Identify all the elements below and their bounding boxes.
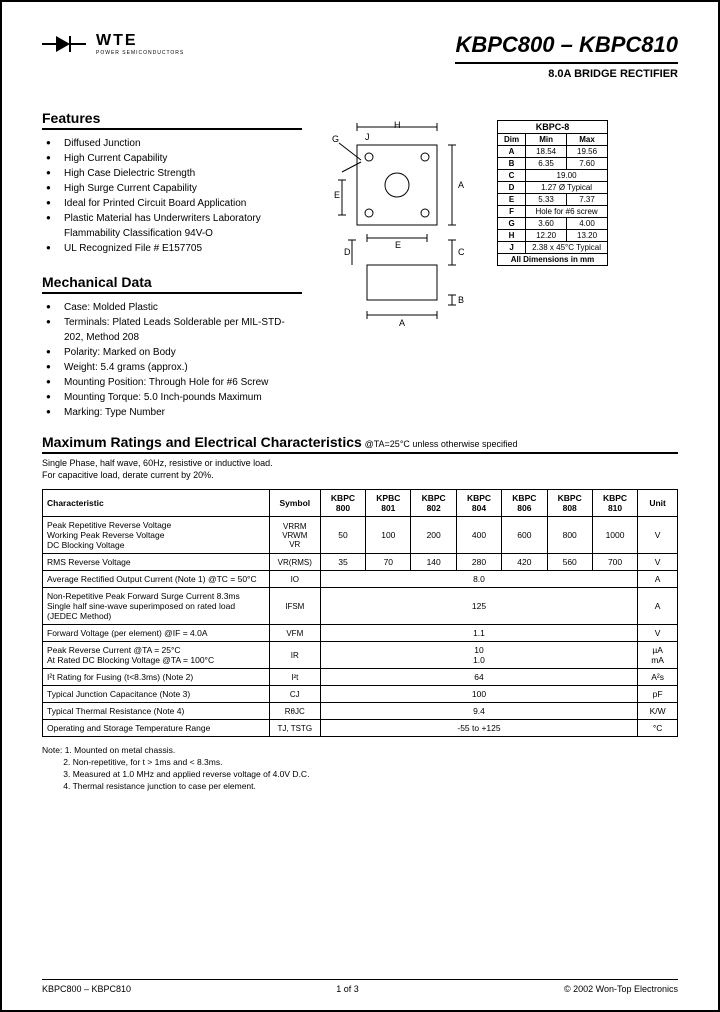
char-row: I²t Rating for Fusing (t<8.3ms) (Note 2)… [43, 669, 678, 686]
mechdata-list: Case: Molded PlasticTerminals: Plated Le… [42, 300, 302, 420]
logo-brand: WTE [96, 32, 184, 50]
dim-row: B6.357.60 [498, 158, 608, 170]
char-row: RMS Reverse VoltageVR(RMS)35701402804205… [43, 554, 678, 571]
feature-item: High Current Capability [46, 151, 302, 166]
mechdata-item: Polarity: Marked on Body [46, 345, 302, 360]
char-header-cell: KBPC808 [547, 490, 592, 517]
maxratings-sub2: For capacitive load, derate current by 2… [42, 470, 678, 482]
note-item: 4. Thermal resistance junction to case p… [63, 781, 256, 791]
char-row: Typical Junction Capacitance (Note 3)CJ1… [43, 686, 678, 703]
feature-item: Ideal for Printed Circuit Board Applicat… [46, 196, 302, 211]
mechdata-item: Weight: 5.4 grams (approx.) [46, 360, 302, 375]
dim-header-cell: Max [567, 134, 608, 146]
mechdata-item: Case: Molded Plastic [46, 300, 302, 315]
svg-text:C: C [458, 247, 465, 257]
note-item: 1. Mounted on metal chassis. [65, 745, 176, 755]
datasheet-page: WTE POWER SEMICONDUCTORS KBPC800 – KBPC8… [0, 0, 720, 1012]
char-header-cell: Unit [638, 490, 678, 517]
right-column: H A E E G J D C B A KBPC-8 DimMinMax A18… [322, 100, 678, 420]
char-header-cell: KBPC810 [592, 490, 637, 517]
dimtable-title: KBPC-8 [498, 121, 608, 134]
note-item: 2. Non-repetitive, for t > 1ms and < 8.3… [63, 757, 222, 767]
header: WTE POWER SEMICONDUCTORS KBPC800 – KBPC8… [42, 32, 678, 80]
logo-subtitle: POWER SEMICONDUCTORS [96, 50, 184, 56]
char-header-cell: KPBC801 [366, 490, 411, 517]
char-row: Forward Voltage (per element) @IF = 4.0A… [43, 625, 678, 642]
svg-text:H: H [394, 120, 401, 130]
logo: WTE POWER SEMICONDUCTORS [42, 32, 184, 56]
notes: Note: 1. Mounted on metal chassis. 2. No… [42, 745, 678, 793]
mechdata-item: Mounting Position: Through Hole for #6 S… [46, 375, 302, 390]
svg-text:D: D [344, 247, 351, 257]
notes-label: Note: [42, 745, 62, 755]
feature-item: UL Recognized File # E157705 [46, 241, 302, 256]
svg-text:G: G [332, 134, 339, 144]
dim-row: H12.2013.20 [498, 230, 608, 242]
feature-item: Plastic Material has Underwriters Labora… [46, 211, 302, 241]
footer-right: © 2002 Won-Top Electronics [564, 984, 678, 994]
title-block: KBPC800 – KBPC810 8.0A BRIDGE RECTIFIER [455, 32, 678, 80]
characteristics-table: CharacteristicSymbolKBPC800KPBC801KBPC80… [42, 489, 678, 737]
svg-text:E: E [395, 240, 401, 250]
char-row: Non-Repetitive Peak Forward Surge Curren… [43, 588, 678, 625]
dim-row: D1.27 Ø Typical [498, 182, 608, 194]
char-row: Typical Thermal Resistance (Note 4)RθJC9… [43, 703, 678, 720]
dimtable-footer: All Dimensions in mm [498, 254, 608, 266]
char-row: Peak Repetitive Reverse Voltage Working … [43, 517, 678, 554]
page-subtitle: 8.0A BRIDGE RECTIFIER [455, 68, 678, 80]
svg-text:A: A [399, 318, 405, 328]
features-heading: Features [42, 110, 302, 130]
svg-text:J: J [365, 132, 370, 142]
svg-text:A: A [458, 180, 464, 190]
dim-row: E5.337.37 [498, 194, 608, 206]
dimension-table: KBPC-8 DimMinMax A18.5419.56B6.357.60C19… [497, 120, 608, 266]
maxratings-section: Maximum Ratings and Electrical Character… [42, 434, 678, 481]
char-header-cell: Symbol [269, 490, 320, 517]
feature-item: High Case Dielectric Strength [46, 166, 302, 181]
dim-row: A18.5419.56 [498, 146, 608, 158]
feature-item: High Surge Current Capability [46, 181, 302, 196]
char-header-cell: KBPC804 [456, 490, 501, 517]
mechdata-item: Marking: Type Number [46, 405, 302, 420]
dim-row: C19.00 [498, 170, 608, 182]
char-row: Peak Reverse Current @TA = 25°C At Rated… [43, 642, 678, 669]
left-column: Features Diffused JunctionHigh Current C… [42, 100, 302, 420]
dim-header-cell: Dim [498, 134, 526, 146]
features-list: Diffused JunctionHigh Current Capability… [42, 136, 302, 256]
maxratings-sub1: Single Phase, half wave, 60Hz, resistive… [42, 458, 678, 470]
char-header-cell: KBPC806 [502, 490, 547, 517]
char-row: Average Rectified Output Current (Note 1… [43, 571, 678, 588]
dim-row: G3.604.00 [498, 218, 608, 230]
svg-text:B: B [458, 295, 464, 305]
footer-center: 1 of 3 [336, 984, 359, 994]
char-row: Operating and Storage Temperature RangeT… [43, 720, 678, 737]
dim-header-cell: Min [526, 134, 567, 146]
diode-icon [42, 34, 92, 54]
mechdata-item: Terminals: Plated Leads Solderable per M… [46, 315, 302, 345]
svg-text:E: E [334, 190, 340, 200]
maxratings-condition: @TA=25°C unless otherwise specified [365, 439, 518, 449]
note-item: 3. Measured at 1.0 MHz and applied rever… [63, 769, 309, 779]
dim-row: J2.38 x 45°C Typical [498, 242, 608, 254]
package-diagram: H A E E G J D C B A [322, 120, 482, 340]
top-content: Features Diffused JunctionHigh Current C… [42, 100, 678, 420]
footer: KBPC800 – KBPC810 1 of 3 © 2002 Won-Top … [42, 979, 678, 994]
mechdata-heading: Mechanical Data [42, 274, 302, 294]
char-header-cell: KBPC802 [411, 490, 456, 517]
maxratings-heading: Maximum Ratings and Electrical Character… [42, 434, 362, 450]
dim-row: FHole for #6 screw [498, 206, 608, 218]
feature-item: Diffused Junction [46, 136, 302, 151]
footer-left: KBPC800 – KBPC810 [42, 984, 131, 994]
char-header-cell: KBPC800 [320, 490, 365, 517]
mechdata-item: Mounting Torque: 5.0 Inch-pounds Maximum [46, 390, 302, 405]
page-title: KBPC800 – KBPC810 [455, 32, 678, 58]
char-header-cell: Characteristic [43, 490, 270, 517]
